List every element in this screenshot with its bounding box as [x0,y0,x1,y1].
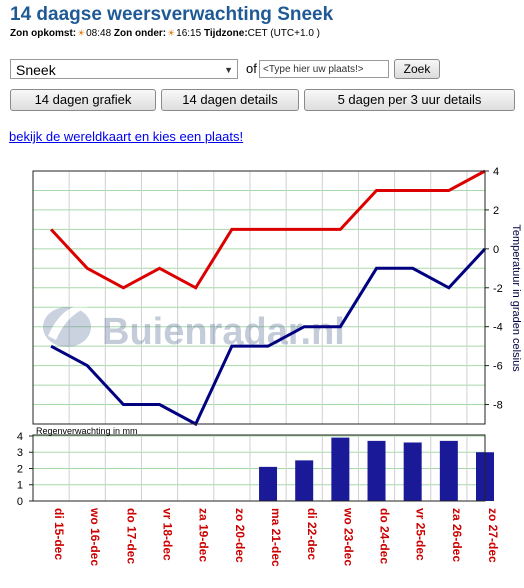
date-label: do 17-dec [124,508,138,564]
rain-bar [295,460,314,501]
or-label: of [246,61,257,76]
sunrise-time: 08:48 [86,28,112,39]
rain-bar [439,440,458,501]
date-label: za 19-dec [197,508,211,562]
rain-chart-title: Regenverwachting in mm [36,426,138,436]
date-label: di 22-dec [305,508,319,560]
chevron-down-icon[interactable]: ▼ [224,65,233,75]
date-label: di 15-dec [52,508,66,560]
temp-y-tick-label: -4 [493,322,503,334]
date-label: vr 18-dec [161,508,175,561]
min-temperature-line [50,247,487,427]
temp-y-tick-label: -6 [493,361,503,373]
location-select[interactable]: Sneek ▼ [10,59,238,79]
date-label: zo 27-dec [486,508,500,563]
max-temperature-line [49,169,486,290]
location-search: Sneek ▼ of <Type hier uw plaats!> Zoek [10,59,450,81]
rain-y-tick-label: 4 [17,431,23,443]
rain-bar [367,440,386,501]
tab-14-day-chart[interactable]: 14 dagen grafiek [10,89,156,111]
temp-y-tick-label: -2 [493,283,503,295]
watermark-logo [43,307,91,347]
search-button[interactable]: Zoek [394,59,440,79]
timezone-value: CET (UTC+1.0 ) [247,28,320,39]
sunset-label: Zon onder: [113,28,167,39]
date-label: vr 25-dec [414,508,428,561]
temperature-plot-frame [32,170,486,425]
tab-14-day-details[interactable]: 14 dagen details [161,89,299,111]
world-map-link[interactable]: bekijk de wereldkaart en kies een plaats… [9,129,244,144]
watermark-logo-swoosh [48,305,92,340]
temp-y-tick-label: -8 [493,400,503,412]
date-label: ma 21-dec [269,508,283,567]
page-title: 14 daagse weersverwachting Sneek [10,4,334,25]
tab-5-day-3-hour-details[interactable]: 5 dagen per 3 uur details [304,89,515,111]
sunrise-icon: ☀ [77,28,86,38]
date-label: zo 20-dec [233,508,247,563]
buienradar-watermark: Buienradar.nl [43,305,345,353]
rain-y-tick-label: 3 [17,447,23,459]
rain-bar [331,437,350,501]
date-label: wo 23-dec [341,507,355,566]
rain-y-tick-label: 2 [17,463,23,475]
sunrise-label: Zon opkomst: [10,28,77,39]
place-search-input[interactable]: <Type hier uw plaats!> [259,60,389,78]
temp-y-tick-label: 4 [493,166,499,178]
timezone-label: Tijdzone: [203,28,248,39]
temp-y-axis-label: Temperatuur in graden celsius [510,224,522,372]
date-label: za 26-dec [450,508,464,562]
date-label: wo 16-dec [88,507,102,566]
sunset-icon: ☀ [167,28,176,38]
rain-bar [259,466,278,501]
rain-y-tick-label: 0 [17,496,23,508]
date-label: do 24-dec [378,508,392,564]
temperature-plot-area [33,171,485,424]
watermark-text: Buienradar.nl [102,311,345,353]
sun-info: Zon opkomst:☀08:48 Zon onder:☀16:15 Tijd… [10,28,320,39]
temp-y-tick-label: 2 [493,205,499,217]
rain-bar [403,442,422,501]
location-select-value: Sneek [16,62,56,78]
sunset-time: 16:15 [176,28,202,39]
rain-y-tick-label: 1 [17,480,23,492]
temp-y-tick-label: 0 [493,244,499,256]
